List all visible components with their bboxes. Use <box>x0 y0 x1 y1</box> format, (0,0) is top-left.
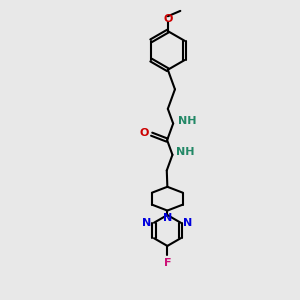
Text: N: N <box>183 218 192 228</box>
Text: O: O <box>163 14 172 24</box>
Text: NH: NH <box>176 147 194 158</box>
Text: NH: NH <box>178 116 196 125</box>
Text: N: N <box>163 213 172 223</box>
Text: N: N <box>142 218 152 228</box>
Text: F: F <box>164 258 171 268</box>
Text: O: O <box>139 128 149 138</box>
